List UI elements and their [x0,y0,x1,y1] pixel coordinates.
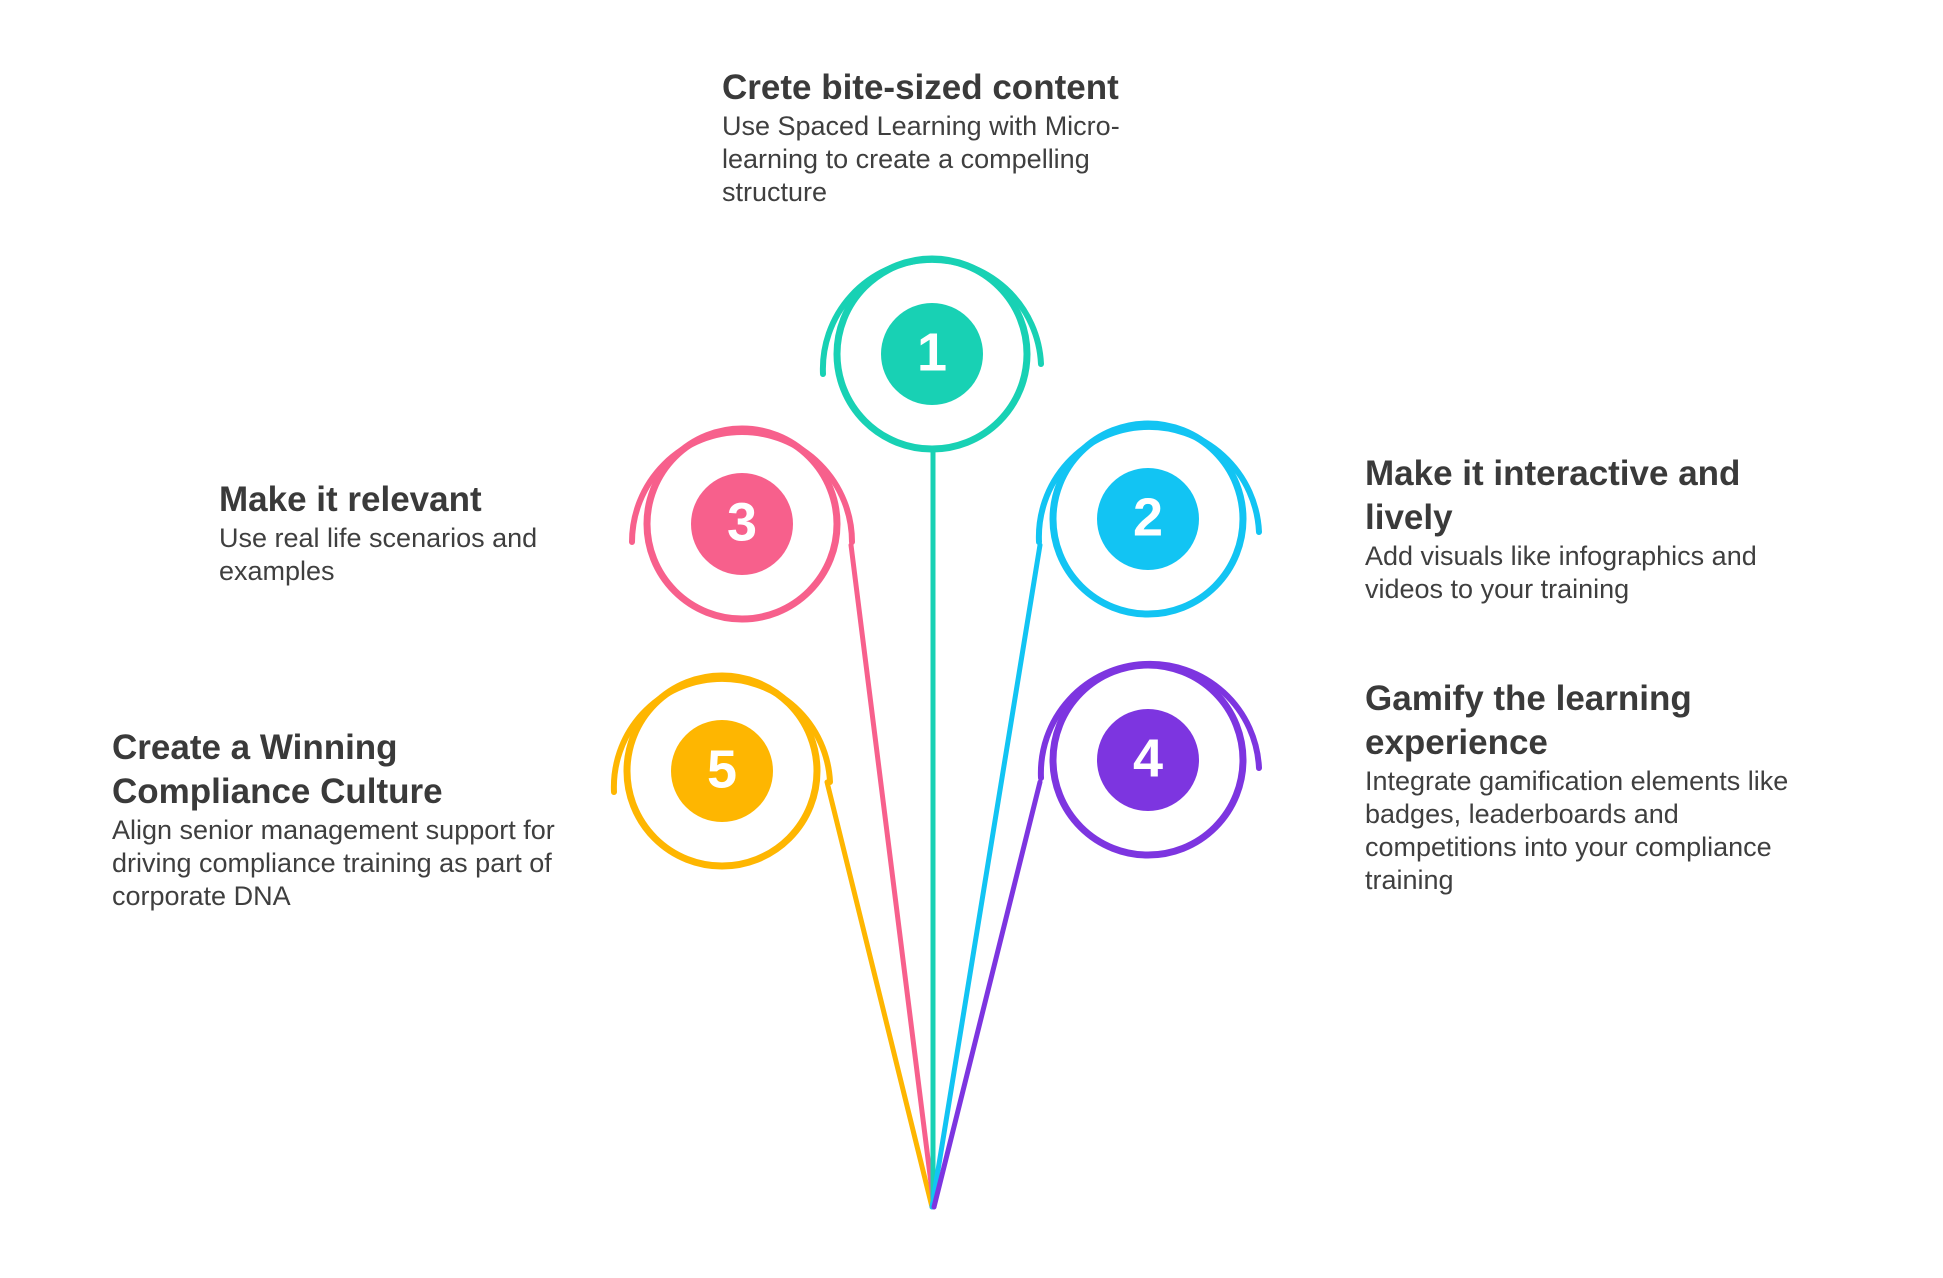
step-1-text: Crete bite-sized content Use Spaced Lear… [722,66,1162,209]
step-5-description: Align senior management support for driv… [112,815,555,911]
step-2-text: Make it interactive and lively Add visua… [1365,452,1785,606]
connector-line-4 [931,779,1043,1210]
step-2-number: 2 [1133,487,1163,547]
step-3-description: Use real life scenarios and examples [219,523,538,586]
step-1-badge [881,303,983,405]
step-3-title: Make it relevant [219,480,482,519]
step-2-badge [1097,468,1199,570]
step-node-1: 1 [819,255,1044,453]
step-2-description: Add visuals like infographics and videos… [1365,541,1757,604]
step-node-5: 5 [610,672,833,870]
step-4-description: Integrate gamification elements like bad… [1365,766,1789,895]
step-4-text: Gamify the learning experience Integrate… [1365,677,1835,897]
connector-lines [824,449,1043,1210]
step-3-ring [643,425,841,623]
step-5-number: 5 [707,739,737,799]
step-5-text: Create a Winning Compliance Culture Alig… [112,726,602,913]
step-node-3: 3 [629,425,855,623]
step-1-description: Use Spaced Learning with Micro-learning … [722,111,1120,207]
step-5-badge [671,720,773,822]
step-1-number: 1 [917,322,947,382]
step-4-title: Gamify the learning experience [1365,679,1692,762]
connector-line-5 [824,779,935,1210]
step-node-4: 4 [1037,660,1262,859]
step-4-ring [1049,661,1247,859]
step-node-2: 2 [1035,420,1262,618]
step-2-ring [1049,420,1247,618]
step-1-title: Crete bite-sized content [722,68,1119,107]
step-2-title: Make it interactive and lively [1365,454,1741,537]
step-5-title: Create a Winning Compliance Culture [112,728,443,811]
step-5-ring [623,672,821,870]
step-4-number: 4 [1133,728,1163,788]
step-1-ring [833,255,1031,453]
connector-line-2 [929,542,1043,1210]
step-4-badge [1097,709,1199,811]
step-3-badge [691,473,793,575]
step-3-number: 3 [727,492,757,552]
connector-line-3 [848,542,937,1210]
step-3-text: Make it relevant Use real life scenarios… [219,478,599,588]
